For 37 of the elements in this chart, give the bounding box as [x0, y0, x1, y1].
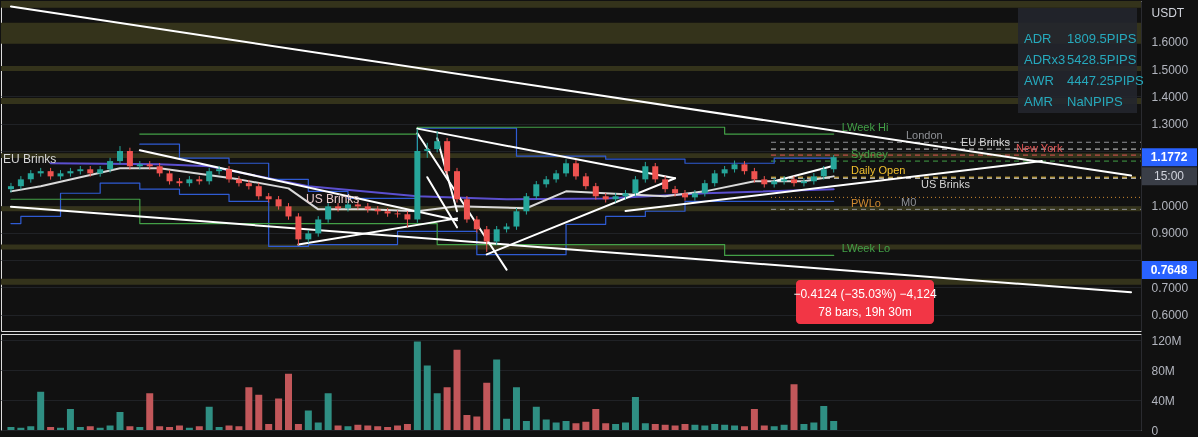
y-tick-label: 80M [1151, 363, 1175, 378]
annotation: ADR [1024, 31, 1052, 46]
annotation: 1809.5PIPS [1067, 31, 1137, 46]
ref-line-label: London [906, 129, 943, 142]
annotation: 5428.5PIPS [1067, 52, 1137, 67]
text: 15:00 [1153, 169, 1185, 184]
y-tick-label: 0.6000 [1151, 308, 1189, 323]
y-tick-label: 0 [1151, 423, 1159, 438]
text: 0.7648 [1150, 263, 1188, 277]
y-tick-label: 1.0000 [1151, 199, 1189, 214]
y-tick-label: 1.5000 [1151, 62, 1189, 77]
series-label: LWeek Lo [841, 242, 891, 255]
annotation: AWR [1024, 73, 1054, 88]
y-axis-title: USDT [1151, 5, 1185, 20]
text: 1.1772 [1150, 150, 1188, 165]
annotation: 78 bars, 19h 30m [818, 305, 912, 319]
annotation: 4447.25PIPS [1067, 73, 1144, 88]
ref-line-label: US Brinks [921, 178, 971, 191]
y-tick-label: 1.4000 [1151, 89, 1189, 104]
annotation: NaNPIPS [1067, 94, 1123, 109]
y-tick-label: 1.3000 [1151, 117, 1189, 132]
ref-line-label: New York [1016, 142, 1063, 155]
annotation: US Brinks [306, 192, 360, 206]
annotation: EU Brinks [3, 152, 57, 167]
annotation: AMR [1024, 94, 1053, 109]
series-label: LWeek Hi [841, 121, 889, 134]
ref-line-label: M0 [901, 196, 917, 209]
y-tick-label: 1.6000 [1151, 35, 1189, 50]
y-tick-label: 40M [1151, 393, 1175, 408]
annotation: ADRx3 [1024, 52, 1066, 67]
y-tick-label: 120M [1151, 333, 1182, 348]
ref-line-label: EU Brinks [961, 136, 1011, 149]
ref-line-label: PWLo [851, 197, 881, 210]
ref-line-label: Sydney [851, 148, 889, 161]
y-tick-label: 0.7000 [1151, 280, 1189, 295]
y-tick-label: 0.9000 [1151, 226, 1189, 241]
ref-line-label: Daily Open [851, 164, 906, 177]
